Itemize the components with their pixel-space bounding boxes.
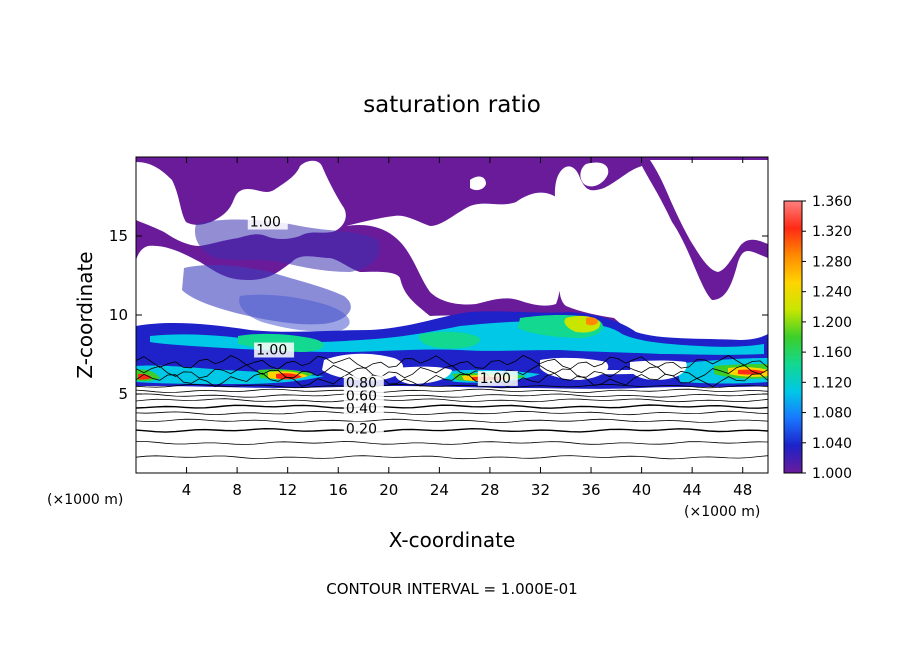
contour-line-cloudbase <box>136 364 768 379</box>
colorbar: 1.360 1.320 1.280 1.240 1.200 1.160 1.120 1.080… <box>783 194 852 482</box>
contour-label: 1.00 <box>250 215 281 231</box>
clear-air-base-2 <box>540 357 609 380</box>
x-tick-label: 36 <box>581 481 600 499</box>
colorbar-tick-label: 1.160 <box>812 345 852 361</box>
x-tick-label: 32 <box>531 481 550 499</box>
colorbar-ticks: 1.360 1.320 1.280 1.240 1.200 1.160 1.120 1.080… <box>802 194 852 482</box>
contour-label: 0.40 <box>346 401 377 417</box>
clear-air-base-4 <box>394 366 452 384</box>
contour-line <box>136 455 768 460</box>
y-tick-label: 10 <box>109 306 128 324</box>
x-axis-ticks: 4 8 12 16 20 24 28 32 36 40 44 48 <box>182 157 752 499</box>
y-tick-label: 5 <box>118 385 128 403</box>
contour-label-bg <box>343 421 384 437</box>
contour-labels: 0.20 0.400.600.80 1.00 1.00 1.00 <box>247 214 518 438</box>
cloud-band-orange-patch <box>586 317 598 326</box>
contour-line <box>136 427 768 433</box>
colorbar-tick-label: 1.000 <box>812 466 852 482</box>
x-tick-label: 40 <box>632 481 651 499</box>
cloud-patch-blue-1 <box>194 219 380 272</box>
contour-line <box>136 388 768 394</box>
contour-label: 1.00 <box>256 343 287 359</box>
contour-lines <box>136 354 768 460</box>
contour-label: 0.20 <box>346 422 377 438</box>
colorbar-tick-label: 1.240 <box>812 285 852 301</box>
colorbar-tick-label: 1.280 <box>812 254 852 270</box>
colorbar-tick-label: 1.040 <box>812 436 852 452</box>
contour-label-bg <box>343 375 384 391</box>
clear-air-base-3 <box>630 360 687 380</box>
colorbar-tick-label: 1.200 <box>812 315 852 331</box>
x-tick-label: 28 <box>480 481 499 499</box>
contour-line <box>136 398 768 403</box>
x-tick-label: 44 <box>683 481 702 499</box>
cloud-base-red <box>138 369 766 381</box>
clear-air-top-mid <box>470 176 486 191</box>
clear-air-top-right <box>580 162 609 187</box>
contour-label: 0.80 <box>346 376 377 392</box>
plot-area <box>136 157 768 473</box>
x-tick-label: 16 <box>329 481 348 499</box>
contour-line <box>136 418 768 424</box>
cloud-patch-blue-3 <box>239 294 350 332</box>
contour-label-bg <box>343 400 384 416</box>
x-unit-right: (×1000 m) <box>684 504 760 520</box>
clear-air-left <box>136 160 346 246</box>
x-tick-label: 48 <box>733 481 752 499</box>
y-axis-label: Z-coordinate <box>73 251 97 378</box>
contour-label-bg <box>477 370 518 386</box>
x-unit-left: (×1000 m) <box>47 492 123 508</box>
contour-interval-note: CONTOUR INTERVAL = 1.000E-01 <box>326 580 577 598</box>
contour-label-bg <box>254 342 295 358</box>
clear-air-center <box>346 192 570 306</box>
contour-label: 1.00 <box>480 371 511 387</box>
x-tick-label: 8 <box>232 481 242 499</box>
contour-line <box>136 404 768 409</box>
contour-line <box>136 410 768 416</box>
colorbar-tick-label: 1.360 <box>812 194 852 210</box>
y-axis-ticks: 5 10 15 <box>109 227 768 403</box>
x-tick-label: 20 <box>379 481 398 499</box>
x-tick-label: 24 <box>430 481 449 499</box>
contour-line <box>136 393 768 398</box>
contour-label: 0.60 <box>346 388 377 404</box>
contour-label-bg <box>343 388 384 404</box>
contour-line-cloudbase <box>136 354 768 370</box>
clear-air-right <box>650 160 768 272</box>
contour-label-bg <box>247 214 288 230</box>
colorbar-gradient <box>783 200 803 474</box>
x-tick-label: 12 <box>278 481 297 499</box>
colorbar-tick-label: 1.120 <box>812 375 852 391</box>
colorbar-tick-label: 1.320 <box>812 224 852 240</box>
chart-title: saturation ratio <box>363 92 541 118</box>
x-axis-label: X-coordinate <box>389 528 516 552</box>
contour-line <box>136 441 768 445</box>
colorbar-tick-label: 1.080 <box>812 406 852 422</box>
contour-line <box>136 383 768 389</box>
contour-line-cloudbase <box>136 372 768 388</box>
x-tick-label: 4 <box>182 481 192 499</box>
clear-air-lower-left <box>140 273 187 316</box>
y-tick-label: 15 <box>109 227 128 245</box>
